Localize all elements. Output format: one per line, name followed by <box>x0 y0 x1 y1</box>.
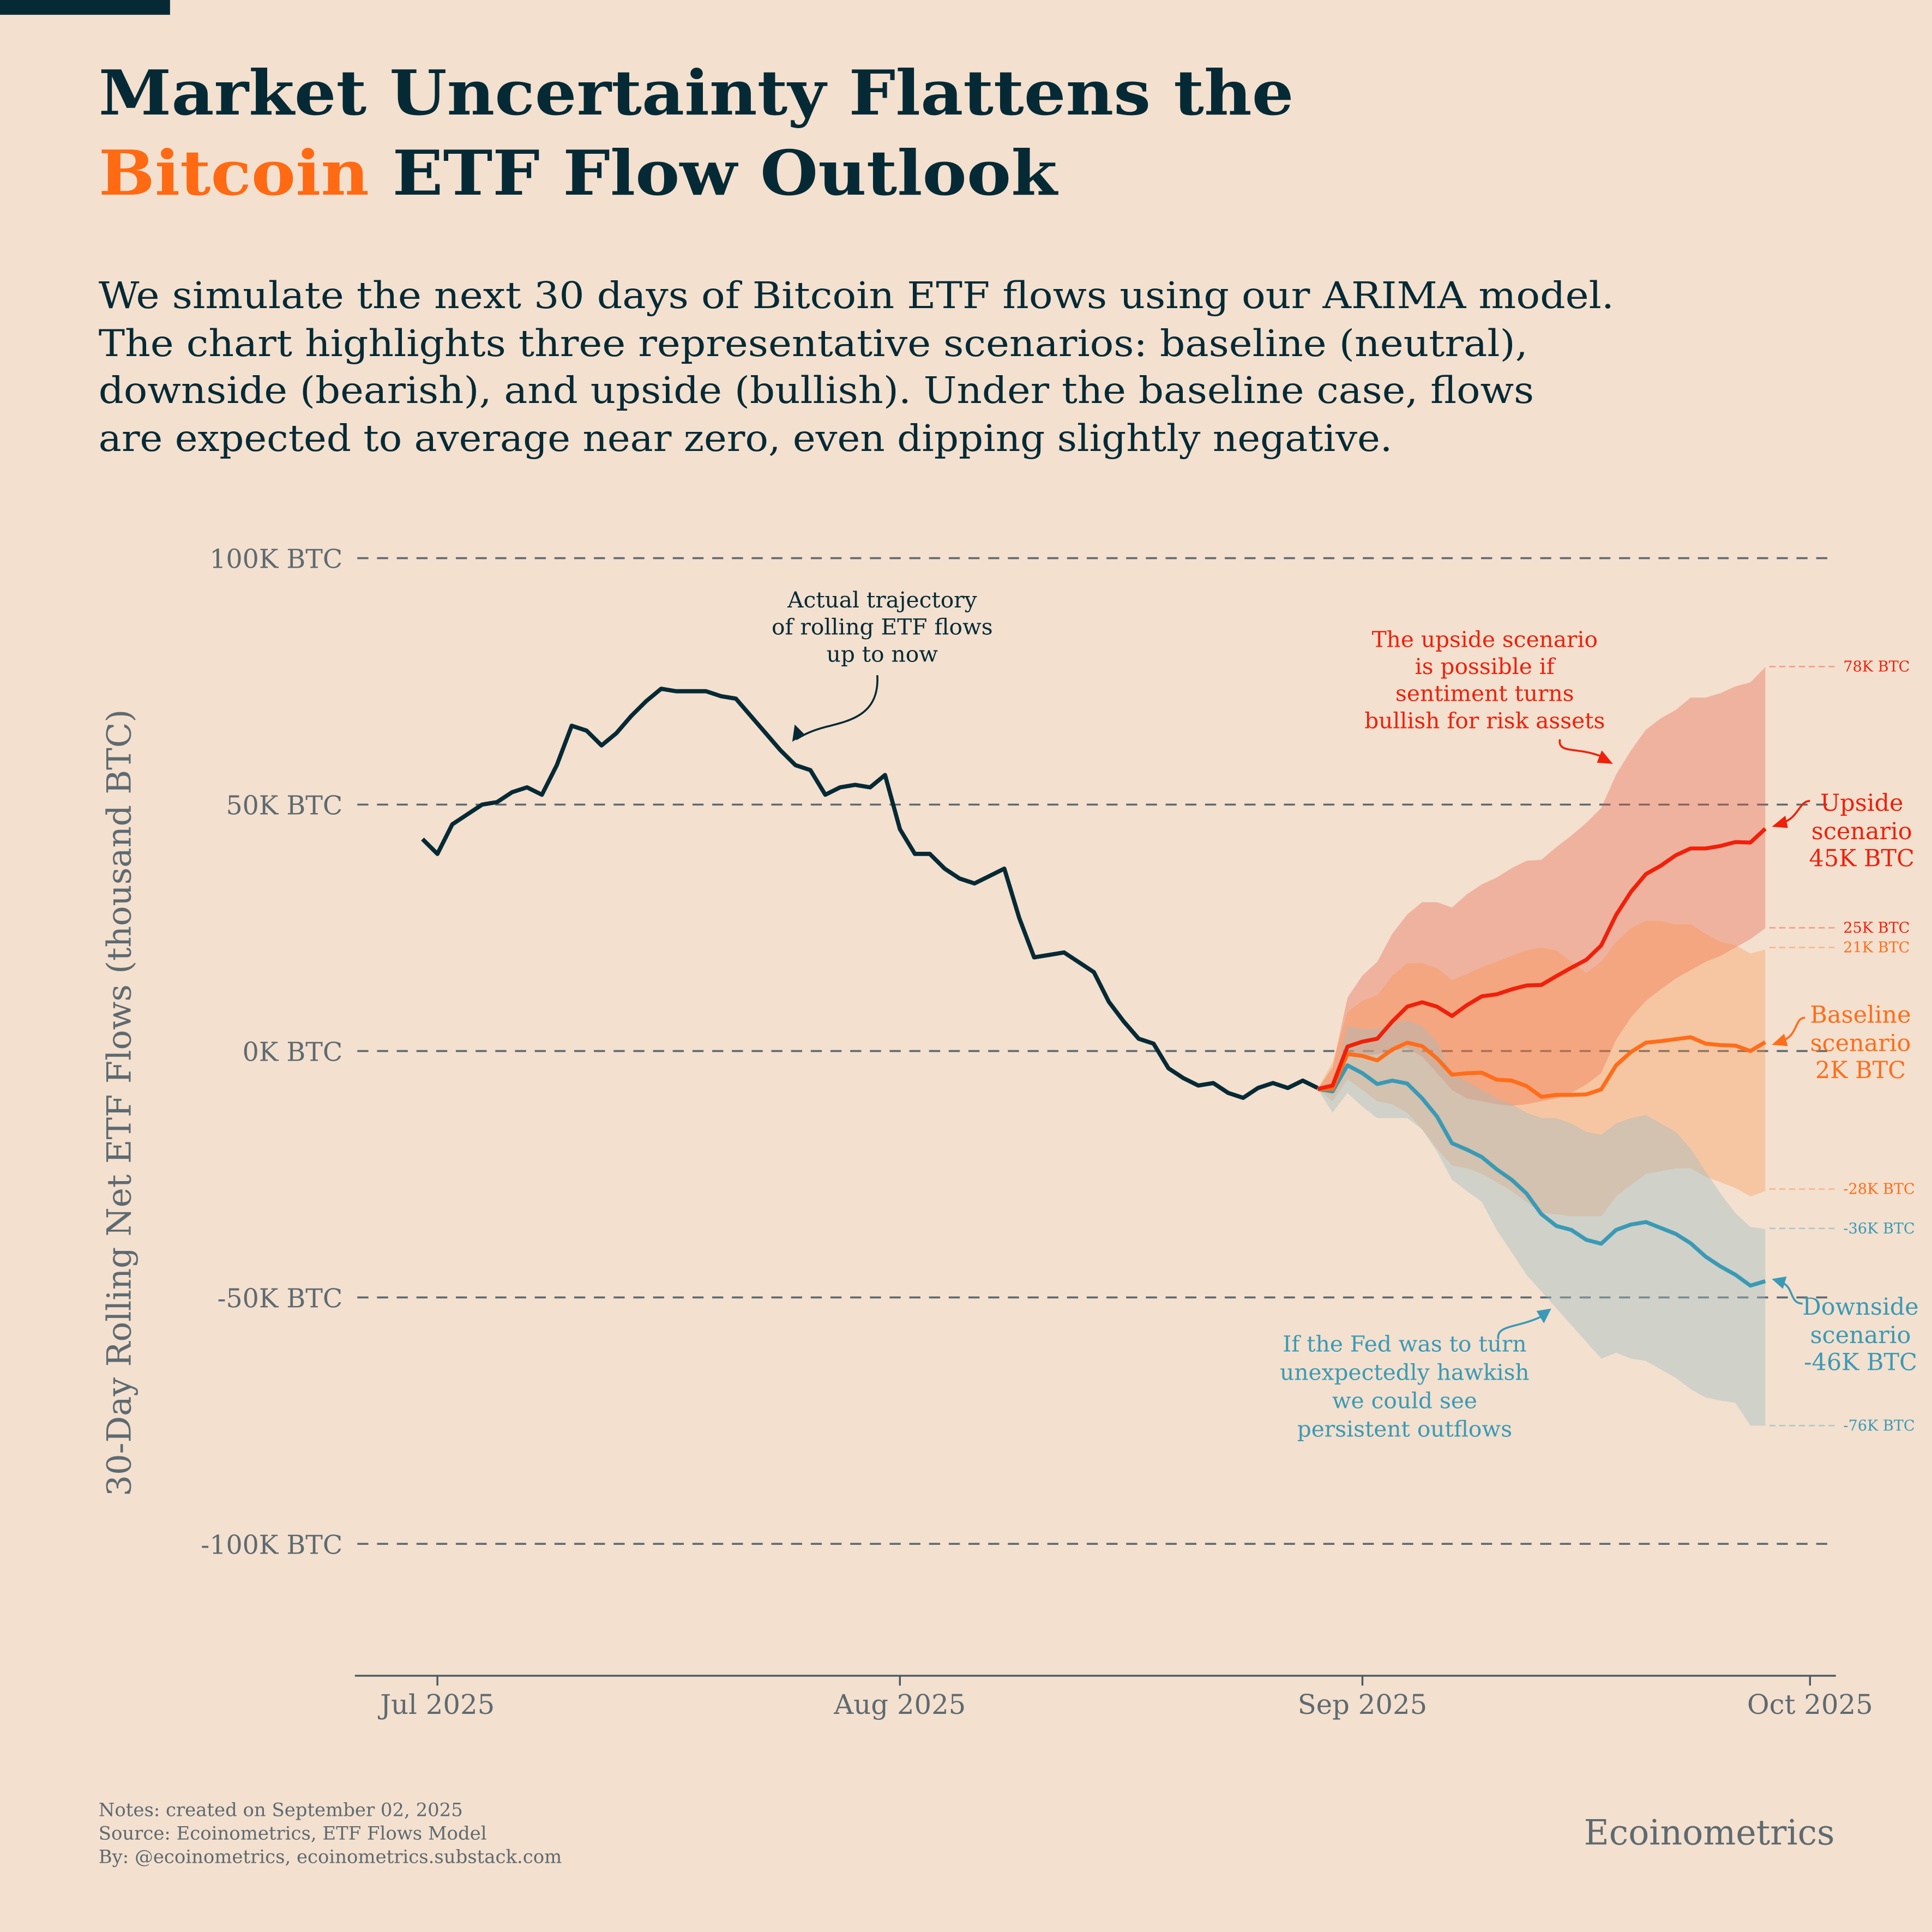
annotation-arrow-icon <box>795 675 878 741</box>
annotation-text: sentiment turns <box>1395 681 1574 707</box>
annotation-text: unexpectedly hawkish <box>1280 1359 1529 1386</box>
subtitle-line: The chart highlights three representativ… <box>99 322 1528 365</box>
annotation-text: is possible if <box>1415 653 1556 679</box>
brand-logo: Ecoinometrics <box>1584 1813 1835 1853</box>
arrowhead-icon <box>1536 1308 1551 1323</box>
end-label: 21K BTC <box>1843 940 1910 956</box>
historical-line <box>421 687 1319 1100</box>
gridlines <box>357 557 1836 1545</box>
scenario-label-downside: Downside scenario -46K BTC <box>1802 1293 1918 1376</box>
annotation-text: of rolling ETF flows <box>772 614 993 640</box>
footer-by: By: @ecoinometrics, ecoinometrics.substa… <box>99 1846 562 1867</box>
annotation-text: bullish for risk assets <box>1364 707 1605 733</box>
x-tick-label: Aug 2025 <box>833 1689 966 1720</box>
baseline-arrow-icon <box>1781 1016 1805 1043</box>
band-end-labels: 78K BTC 25K BTC 21K BTC -28K BTC -36K BTC -76… <box>1769 658 1915 1434</box>
downside-band <box>1317 1020 1766 1426</box>
y-tick-label: 100K BTC <box>209 545 342 575</box>
subtitle-line: We simulate the next 30 days of Bitcoin … <box>99 274 1614 317</box>
downside-arrow-icon <box>1781 1281 1803 1305</box>
end-label: -76K BTC <box>1843 1417 1915 1434</box>
y-axis-label: 30-Day Rolling Net ETF Flows (thousand B… <box>100 709 139 1496</box>
arrowhead-icon <box>1772 1276 1787 1289</box>
title-highlight: Bitcoin <box>99 137 369 209</box>
scenario-label-text: 45K BTC <box>1809 845 1915 872</box>
arrowhead-icon <box>1772 815 1788 828</box>
title-line-1: Market Uncertainty Flattens the <box>99 57 1294 129</box>
annotation-actual: Actual trajectory of rolling ETF flows u… <box>772 587 993 667</box>
arrowhead-icon <box>1772 1033 1788 1046</box>
y-tick-label: -100K BTC <box>201 1530 342 1560</box>
subtitle-line: downside (bearish), and upside (bullish)… <box>99 369 1534 412</box>
scenario-label-text: scenario <box>1810 1030 1911 1057</box>
title-line-2: Bitcoin ETF Flow Outlook <box>99 137 1059 209</box>
x-tick-label: Jul 2025 <box>377 1689 495 1720</box>
scenario-label-text: scenario <box>1810 1322 1911 1349</box>
scenario-label-upside: Upside scenario 45K BTC <box>1809 790 1915 872</box>
annotation-text: we could see <box>1332 1388 1477 1414</box>
title-rest: ETF Flow Outlook <box>369 137 1059 209</box>
end-label: 25K BTC <box>1843 919 1910 936</box>
x-tick-label: Oct 2025 <box>1747 1689 1873 1720</box>
arrowhead-icon <box>1597 750 1613 764</box>
scenario-label-text: Downside <box>1802 1293 1918 1321</box>
annotation-text: up to now <box>827 641 938 667</box>
y-tick-label: 50K BTC <box>226 791 342 821</box>
annotation-downside: If the Fed was to turn unexpectedly hawk… <box>1280 1331 1529 1442</box>
annotation-text: The upside scenario <box>1372 626 1598 652</box>
upside-line <box>1317 827 1767 1091</box>
end-label: -36K BTC <box>1843 1220 1915 1237</box>
series-lines <box>421 687 1767 1288</box>
baseline-band <box>1317 920 1766 1217</box>
scenario-label-text: Baseline <box>1810 1001 1911 1028</box>
y-tick-label: -50K BTC <box>217 1284 342 1314</box>
scenario-label-text: scenario <box>1811 818 1912 845</box>
upside-band <box>1317 667 1766 1106</box>
x-tick-label: Sep 2025 <box>1298 1689 1428 1720</box>
annotation-text: Actual trajectory <box>787 587 977 613</box>
scenario-bands <box>1317 667 1766 1426</box>
annotation-arrow-icon <box>1497 1315 1543 1340</box>
annotation-text: persistent outflows <box>1297 1416 1512 1442</box>
arrowhead-icon <box>792 724 805 742</box>
footer-notes: Notes: created on September 02, 2025 <box>99 1799 463 1821</box>
end-label: 78K BTC <box>1843 658 1910 675</box>
y-tick-labels: 100K BTC 50K BTC 0K BTC -50K BTC -100K BTC <box>201 545 342 1561</box>
scenario-label-text: 2K BTC <box>1815 1057 1906 1084</box>
scenario-label-baseline: Baseline scenario 2K BTC <box>1810 1001 1911 1084</box>
annotation-upside: The upside scenario is possible if senti… <box>1364 626 1605 733</box>
scenario-label-text: Upside <box>1820 790 1903 817</box>
annotation-text: If the Fed was to turn <box>1283 1331 1526 1357</box>
corner-accent-bar <box>0 0 170 15</box>
annotation-arrow-icon <box>1558 739 1603 758</box>
footer-source: Source: Ecoinometrics, ETF Flows Model <box>99 1823 487 1844</box>
end-label: -28K BTC <box>1843 1181 1915 1198</box>
baseline-line <box>1317 1035 1767 1099</box>
scenario-label-text: -46K BTC <box>1804 1349 1917 1376</box>
y-tick-label: 0K BTC <box>243 1037 342 1067</box>
x-ticks: Jul 2025 Aug 2025 Sep 2025 Oct 2025 <box>377 1676 1873 1720</box>
downside-line <box>1317 1063 1766 1288</box>
subtitle-line: are expected to average near zero, even … <box>99 417 1393 460</box>
